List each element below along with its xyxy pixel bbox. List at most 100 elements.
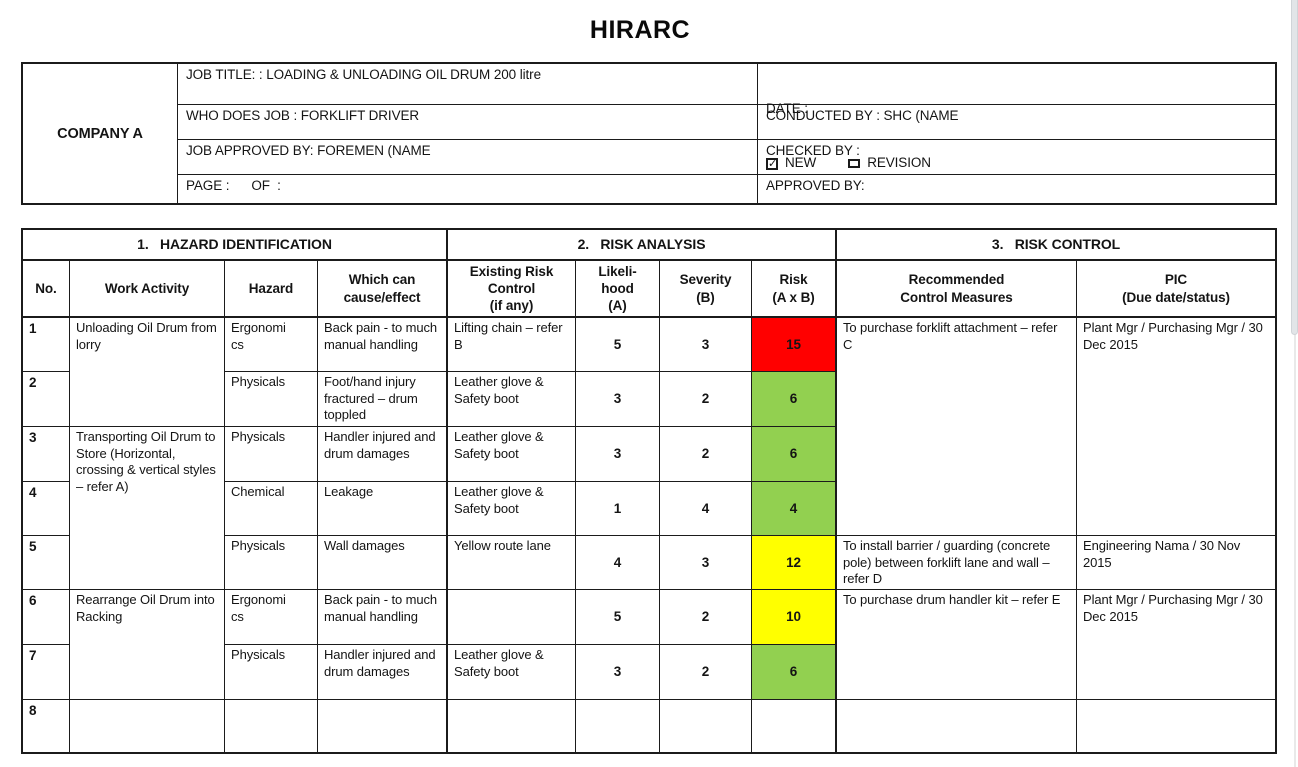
risk-cell: 4 — [752, 482, 837, 536]
effect-cell: Back pain - to much manual handling — [318, 590, 448, 645]
hirarc-table: 1. HAZARD IDENTIFICATION 2. RISK ANALYSI… — [21, 228, 1277, 754]
recommended-measure-cell — [837, 700, 1077, 752]
likelihood-cell: 1 — [576, 482, 660, 536]
hazard-cell: Ergonomi cs — [225, 318, 318, 372]
effect-cell: Foot/hand injury fractured – drum topple… — [318, 372, 448, 427]
no-cell: 6 — [23, 590, 70, 645]
pic-cell: Engineering Nama / 30 Nov 2015 — [1077, 536, 1275, 590]
severity-cell: 2 — [660, 372, 752, 427]
who-does-job-cell: WHO DOES JOB : FORKLIFT DRIVER — [178, 105, 758, 140]
no-cell: 8 — [23, 700, 70, 752]
col-header-no: No. — [23, 261, 70, 318]
job-approved-by-cell: JOB APPROVED BY: FOREMEN (NAME — [178, 140, 758, 175]
hazard-cell — [225, 700, 318, 752]
pic-cell: Plant Mgr / Purchasing Mgr / 30 Dec 2015 — [1077, 318, 1275, 536]
section-risk-analysis: 2. RISK ANALYSIS — [448, 230, 837, 261]
col-header-recommended: Recommended Control Measures — [837, 261, 1077, 318]
severity-cell: 2 — [660, 427, 752, 482]
risk-cell — [752, 700, 837, 752]
work-activity-cell — [70, 700, 225, 752]
risk-cell: 15 — [752, 318, 837, 372]
severity-cell: 3 — [660, 318, 752, 372]
work-activity-cell: Transporting Oil Drum to Store (Horizont… — [70, 427, 225, 590]
likelihood-cell: 5 — [576, 590, 660, 645]
likelihood-cell: 3 — [576, 645, 660, 700]
no-cell: 3 — [23, 427, 70, 482]
existing-control-cell: Leather glove & Safety boot — [448, 427, 576, 482]
col-header-which-can: Which can cause/effect — [318, 261, 448, 318]
severity-cell: 2 — [660, 645, 752, 700]
hazard-cell: Physicals — [225, 645, 318, 700]
date-label: DATE : — [766, 100, 808, 116]
no-cell: 7 — [23, 645, 70, 700]
effect-cell: Handler injured and drum damages — [318, 645, 448, 700]
date-cell: DATE : ✓ NEW REVISION — [758, 64, 1275, 170]
col-header-work-activity: Work Activity — [70, 261, 225, 318]
likelihood-cell: 5 — [576, 318, 660, 372]
checked-by-cell: CHECKED BY : — [758, 140, 1275, 175]
col-header-existing-control: Existing Risk Control (if any) — [448, 261, 576, 318]
likelihood-cell: 3 — [576, 372, 660, 427]
new-checkbox: ✓ — [766, 157, 778, 170]
new-label: NEW — [785, 155, 817, 171]
col-header-likelihood: Likeli- hood (A) — [576, 261, 660, 318]
effect-cell: Back pain - to much manual handling — [318, 318, 448, 372]
effect-cell — [318, 700, 448, 752]
effect-cell: Wall damages — [318, 536, 448, 590]
page-title: HIRARC — [589, 16, 691, 44]
section-hazard-identification: 1. HAZARD IDENTIFICATION — [23, 230, 448, 261]
recommended-measure-cell: To purchase drum handler kit – refer E — [837, 590, 1077, 700]
risk-cell: 12 — [752, 536, 837, 590]
existing-control-cell — [448, 700, 576, 752]
col-header-risk: Risk (A x B) — [752, 261, 837, 318]
col-header-pic: PIC (Due date/status) — [1077, 261, 1275, 318]
risk-cell: 6 — [752, 645, 837, 700]
info-table: COMPANY A JOB TITLE: : LOADING & UNLOADI… — [21, 62, 1277, 205]
hazard-cell: Chemical — [225, 482, 318, 536]
no-cell: 4 — [23, 482, 70, 536]
existing-control-cell — [448, 590, 576, 645]
revision-checkbox — [848, 159, 861, 169]
approved-by-cell: APPROVED BY: — [766, 178, 865, 193]
no-cell: 2 — [23, 372, 70, 427]
existing-control-cell: Leather glove & Safety boot — [448, 372, 576, 427]
likelihood-cell: 3 — [576, 427, 660, 482]
risk-cell: 6 — [752, 427, 837, 482]
effect-cell: Leakage — [318, 482, 448, 536]
no-cell: 1 — [23, 318, 70, 372]
no-cell: 5 — [23, 536, 70, 590]
section-risk-control: 3. RISK CONTROL — [837, 230, 1275, 261]
severity-cell: 2 — [660, 590, 752, 645]
hazard-cell: Ergonomi cs — [225, 590, 318, 645]
col-header-severity: Severity (B) — [660, 261, 752, 318]
job-title-cell: JOB TITLE: : LOADING & UNLOADING OIL DRU… — [178, 64, 758, 105]
revision-label: REVISION — [867, 155, 931, 171]
recommended-measure-cell: To install barrier / guarding (concrete … — [837, 536, 1077, 590]
severity-cell — [660, 700, 752, 752]
scrollbar-thumb[interactable] — [1291, 0, 1298, 335]
hazard-cell: Physicals — [225, 536, 318, 590]
existing-control-cell: Yellow route lane — [448, 536, 576, 590]
scrollbar-track[interactable] — [1294, 0, 1296, 767]
new-revision-row: ✓ NEW REVISION — [766, 155, 1267, 172]
effect-cell: Handler injured and drum damages — [318, 427, 448, 482]
col-header-hazard: Hazard — [225, 261, 318, 318]
risk-cell: 10 — [752, 590, 837, 645]
severity-cell: 4 — [660, 482, 752, 536]
existing-control-cell: Leather glove & Safety boot — [448, 645, 576, 700]
existing-control-cell: Lifting chain – refer B — [448, 318, 576, 372]
recommended-measure-cell: To purchase forklift attachment – refer … — [837, 318, 1077, 536]
company-cell: COMPANY A — [23, 64, 178, 203]
existing-control-cell: Leather glove & Safety boot — [448, 482, 576, 536]
severity-cell: 3 — [660, 536, 752, 590]
likelihood-cell — [576, 700, 660, 752]
conducted-by-cell: CONDUCTED BY : SHC (NAME — [758, 105, 1275, 140]
work-activity-cell: Unloading Oil Drum from lorry — [70, 318, 225, 427]
page-of-cell: PAGE : OF : — [178, 175, 758, 203]
likelihood-cell: 4 — [576, 536, 660, 590]
pic-cell: Plant Mgr / Purchasing Mgr / 30 Dec 2015 — [1077, 590, 1275, 700]
risk-cell: 6 — [752, 372, 837, 427]
work-activity-cell: Rearrange Oil Drum into Racking — [70, 590, 225, 700]
hazard-cell: Physicals — [225, 427, 318, 482]
